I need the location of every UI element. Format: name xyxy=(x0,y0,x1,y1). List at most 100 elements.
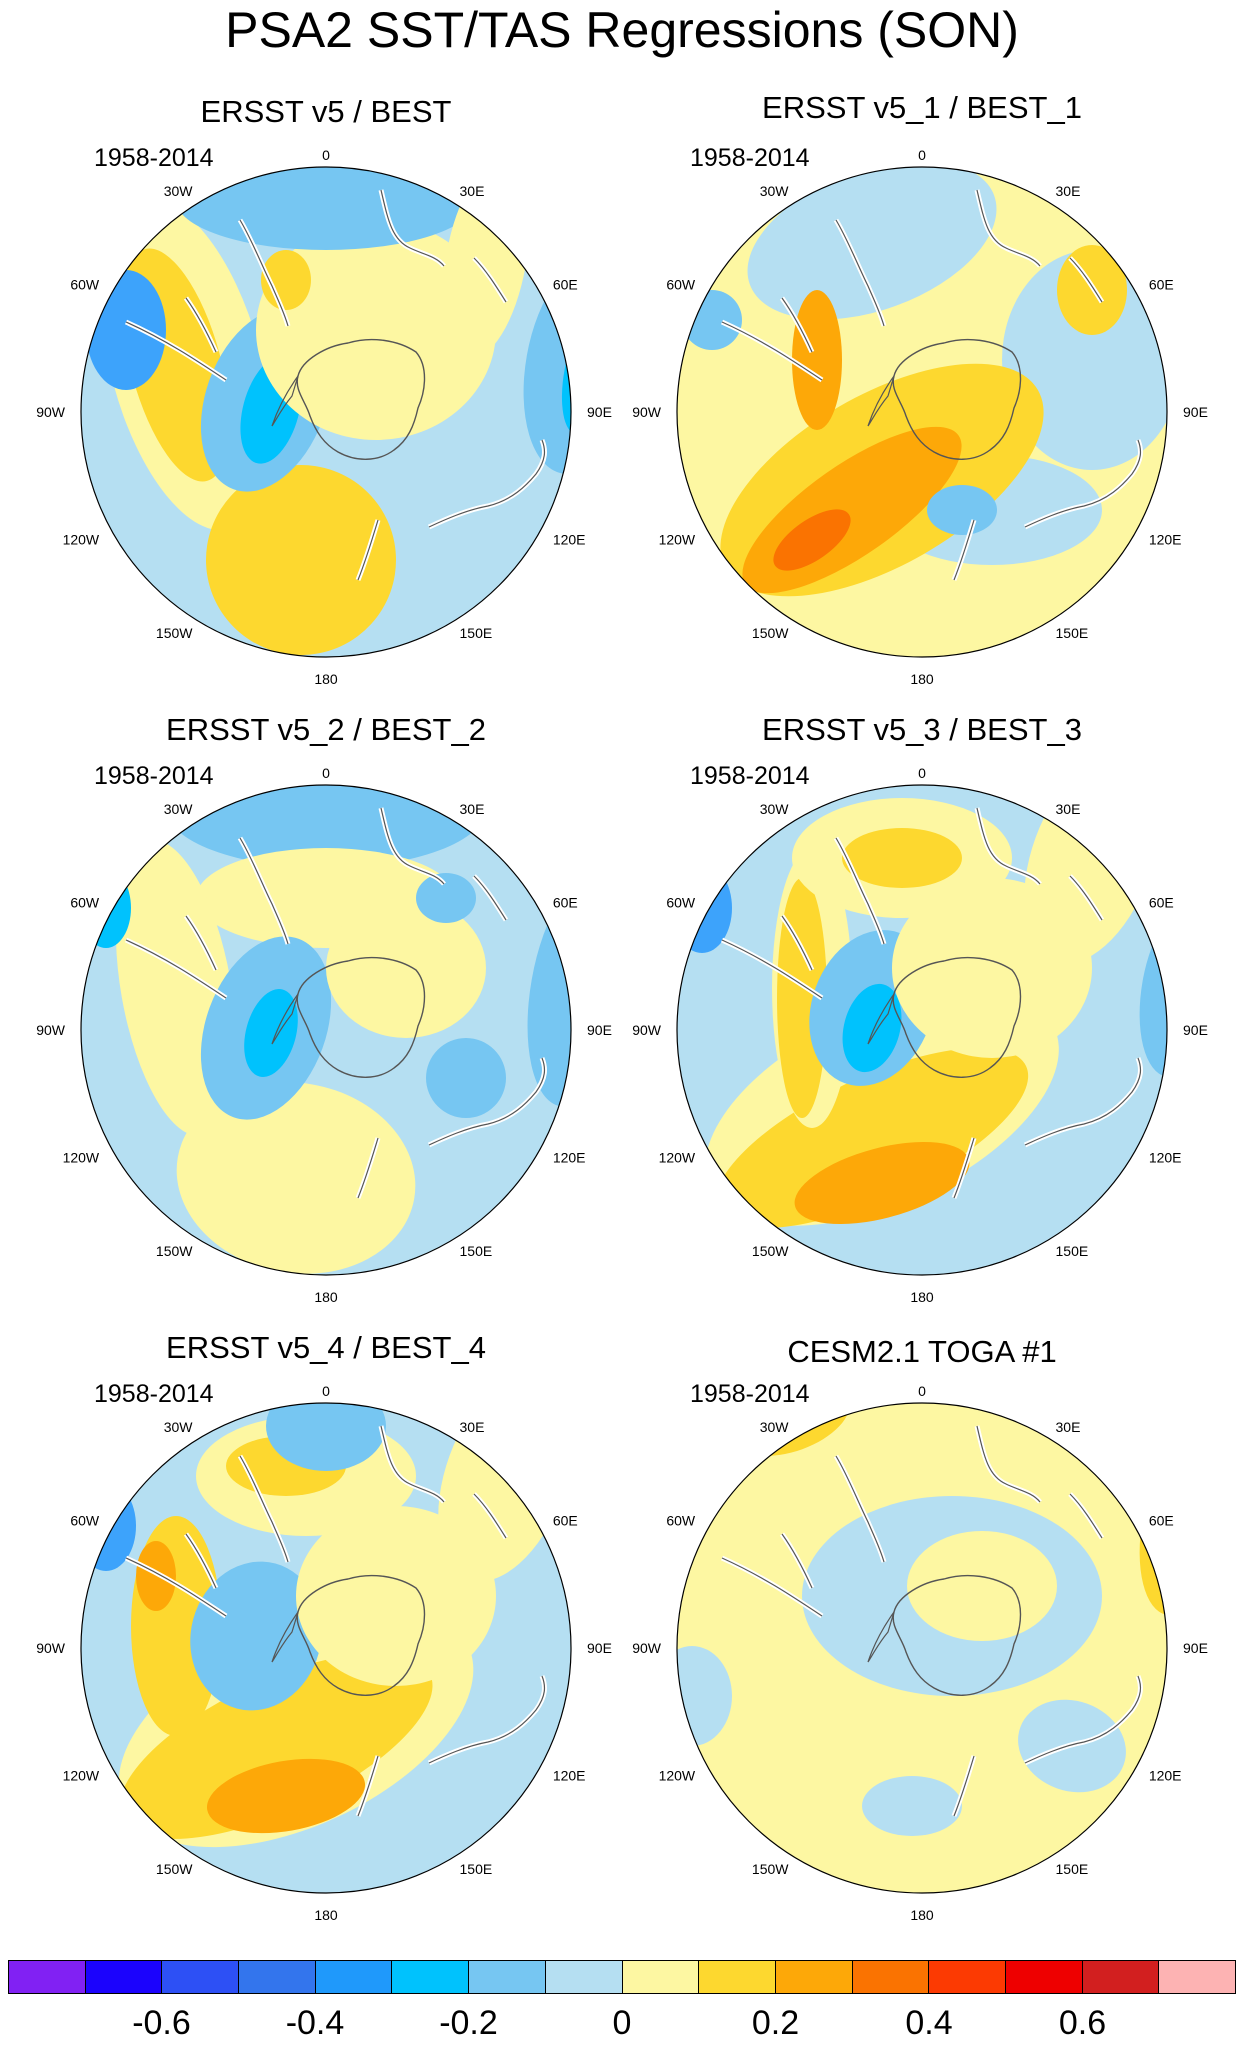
panel-3: ERSST v5_2 / BEST_2 1958-2014 0 30E 60E 90E… xyxy=(26,708,626,1328)
coastline xyxy=(357,1137,379,1199)
regression-contour xyxy=(862,1776,962,1836)
longitude-label: 120W xyxy=(63,1768,100,1784)
longitude-label: 90E xyxy=(587,404,612,420)
longitude-label: 30E xyxy=(460,183,485,199)
longitude-label: 60E xyxy=(1149,277,1174,293)
longitude-label: 0 xyxy=(322,1383,330,1399)
longitude-label: 60W xyxy=(666,895,696,911)
colorbar-swatch xyxy=(1159,1961,1235,1993)
longitude-label: 0 xyxy=(918,765,926,781)
longitude-label: 60W xyxy=(70,277,100,293)
longitude-label: 30W xyxy=(760,183,790,199)
longitude-label: 90E xyxy=(1183,1640,1208,1656)
regression-contour xyxy=(892,878,1092,1058)
coastline xyxy=(428,1057,546,1146)
coastline xyxy=(428,439,546,528)
map-border xyxy=(676,784,1168,1276)
longitude-label: 0 xyxy=(918,147,926,163)
colorbar-tick-label: 0.4 xyxy=(905,2004,953,2042)
regression-contour xyxy=(176,1082,416,1274)
coastline xyxy=(380,189,445,267)
peninsula-coastline xyxy=(271,375,299,427)
longitude-label: 60W xyxy=(70,895,100,911)
longitude-label: 120E xyxy=(553,1768,586,1784)
longitude-label: 30E xyxy=(460,1419,485,1435)
regression-contour xyxy=(792,290,842,430)
coastline xyxy=(781,915,813,971)
longitude-label: 0 xyxy=(918,1383,926,1399)
longitude-label: 30W xyxy=(164,801,194,817)
longitude-label: 120E xyxy=(1149,532,1182,548)
longitude-label: 30E xyxy=(1056,183,1081,199)
period-label: 1958-2014 xyxy=(94,144,214,172)
period-label: 1958-2014 xyxy=(94,1380,214,1408)
regression-contour xyxy=(682,290,742,350)
coastline xyxy=(185,297,217,353)
colorbar-tick-label: 0.2 xyxy=(751,2004,800,2042)
longitude-label: 150E xyxy=(460,1861,493,1877)
longitude-label: 30E xyxy=(1056,1419,1081,1435)
period-label: 1958-2014 xyxy=(690,762,810,790)
colorbar xyxy=(8,1960,1236,1994)
longitude-label: 180 xyxy=(910,1289,934,1305)
coastline xyxy=(1069,1493,1103,1539)
panel-6: CESM2.1 TOGA #1 1958-2014 0 30E 60E 90E 120E… xyxy=(622,1326,1222,1946)
panel-title: ERSST v5 / BEST xyxy=(200,94,452,129)
colorbar-swatch xyxy=(699,1961,776,1993)
map-border xyxy=(80,166,572,658)
panel-title: ERSST v5_1 / BEST_1 xyxy=(762,90,1082,125)
longitude-label: 0 xyxy=(322,765,330,781)
colorbar-tick-label: -0.2 xyxy=(439,2004,498,2042)
longitude-label: 120W xyxy=(63,1150,100,1166)
coastline xyxy=(125,321,227,381)
period-label: 1958-2014 xyxy=(690,144,810,172)
colorbar-swatch xyxy=(9,1961,86,1993)
longitude-label: 120W xyxy=(659,532,696,548)
longitude-label: 120E xyxy=(553,532,586,548)
longitude-label: 120E xyxy=(1149,1150,1182,1166)
coastline xyxy=(1024,1675,1142,1764)
longitude-label: 180 xyxy=(314,1289,338,1305)
coastline xyxy=(239,219,289,327)
colorbar-swatch xyxy=(85,1961,163,1993)
coastline xyxy=(721,321,823,381)
regression-contour xyxy=(326,898,486,1038)
coastline xyxy=(1024,439,1142,528)
longitude-label: 150W xyxy=(752,1861,789,1877)
coastline xyxy=(976,189,1041,267)
coastline xyxy=(380,807,445,885)
longitude-label: 150W xyxy=(156,1243,193,1259)
longitude-label: 60E xyxy=(553,277,578,293)
polar-map: 0 30E 60E 90E 120E 150E 180 150W 120W 90W 60W 30W xyxy=(36,765,612,1305)
regression-contour xyxy=(166,785,486,868)
polar-map: 0 30E 60E 90E 120E 150E 180 150W 120W 90W 60W 30W xyxy=(36,1383,612,1923)
coastline xyxy=(185,1533,217,1589)
colorbar-swatch xyxy=(545,1961,623,1993)
longitude-label: 60E xyxy=(553,1513,578,1529)
panel-title: ERSST v5_3 / BEST_3 xyxy=(762,712,1082,747)
longitude-label: 150W xyxy=(752,625,789,641)
coastline xyxy=(380,1425,445,1503)
coastline xyxy=(1024,1057,1142,1146)
colorbar-swatch xyxy=(929,1961,1006,1993)
coastline xyxy=(1069,257,1103,303)
longitude-label: 90E xyxy=(1183,404,1208,420)
colorbar-swatch xyxy=(162,1961,240,1993)
longitude-label: 120W xyxy=(659,1150,696,1166)
longitude-label: 150E xyxy=(1056,1861,1089,1877)
colorbar-swatch xyxy=(852,1961,930,1993)
longitude-label: 180 xyxy=(314,1907,338,1923)
colorbar-tick-label: 0 xyxy=(612,2004,632,2042)
period-label: 1958-2014 xyxy=(94,762,214,790)
regression-contour xyxy=(206,1758,366,1834)
panel-title: ERSST v5_4 / BEST_4 xyxy=(166,1330,486,1365)
polar-map: 0 30E 60E 90E 120E 150E 180 150W 120W 90W 60W 30W xyxy=(632,147,1208,687)
regression-contour xyxy=(244,989,298,1077)
regression-contour xyxy=(907,1531,1057,1641)
regression-contour xyxy=(842,828,962,888)
panel-title: ERSST v5_2 / BEST_2 xyxy=(166,712,486,747)
coastline xyxy=(835,219,885,327)
longitude-label: 60W xyxy=(666,1513,696,1529)
longitude-label: 90W xyxy=(632,1022,662,1038)
coastline xyxy=(473,1493,507,1539)
